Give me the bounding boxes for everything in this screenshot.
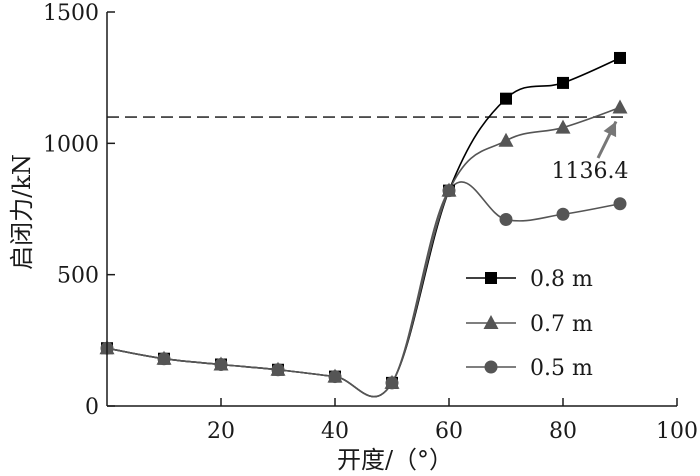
- x-tick-label: 80: [549, 419, 577, 444]
- y-tick-label: 1500: [43, 1, 99, 26]
- data-point-05m: [613, 197, 627, 211]
- data-point-05m: [328, 370, 342, 384]
- data-point-07m: [498, 132, 514, 147]
- legend-marker-08m: [485, 272, 497, 284]
- y-tick-label: 0: [85, 395, 99, 420]
- data-point-07m: [555, 119, 571, 134]
- series-line-08m: [106, 57, 621, 398]
- data-point-08m: [500, 92, 512, 105]
- data-point-08m: [614, 51, 626, 64]
- y-tick-label: 1000: [43, 132, 99, 157]
- data-point-05m: [499, 213, 513, 227]
- data-point-07m: [612, 99, 628, 114]
- annotation-label: 1136.4: [552, 159, 629, 184]
- data-point-05m: [157, 352, 171, 366]
- data-point-05m: [556, 207, 570, 221]
- x-tick-label: 60: [435, 419, 463, 444]
- data-point-08m: [557, 76, 569, 89]
- y-tick-label: 500: [57, 264, 99, 289]
- x-tick-label: 40: [321, 419, 349, 444]
- data-point-05m: [385, 376, 399, 390]
- y-axis-title: 启闭力/kN: [8, 154, 36, 270]
- legend-label-07m: 0.7 m: [530, 312, 593, 337]
- data-point-05m: [271, 363, 285, 377]
- x-axis-title: 开度/（°）: [337, 446, 453, 474]
- legend-label-08m: 0.8 m: [530, 267, 593, 292]
- series-line-07m: [106, 106, 621, 398]
- legend-marker-05m: [484, 360, 498, 374]
- legend-marker-07m: [483, 315, 499, 329]
- annotation-arrow-head: [603, 121, 617, 138]
- data-point-05m: [442, 184, 456, 198]
- data-point-05m: [214, 357, 228, 371]
- x-tick-label: 100: [656, 419, 698, 444]
- legend-label-05m: 0.5 m: [530, 356, 593, 381]
- x-tick-label: 20: [207, 419, 235, 444]
